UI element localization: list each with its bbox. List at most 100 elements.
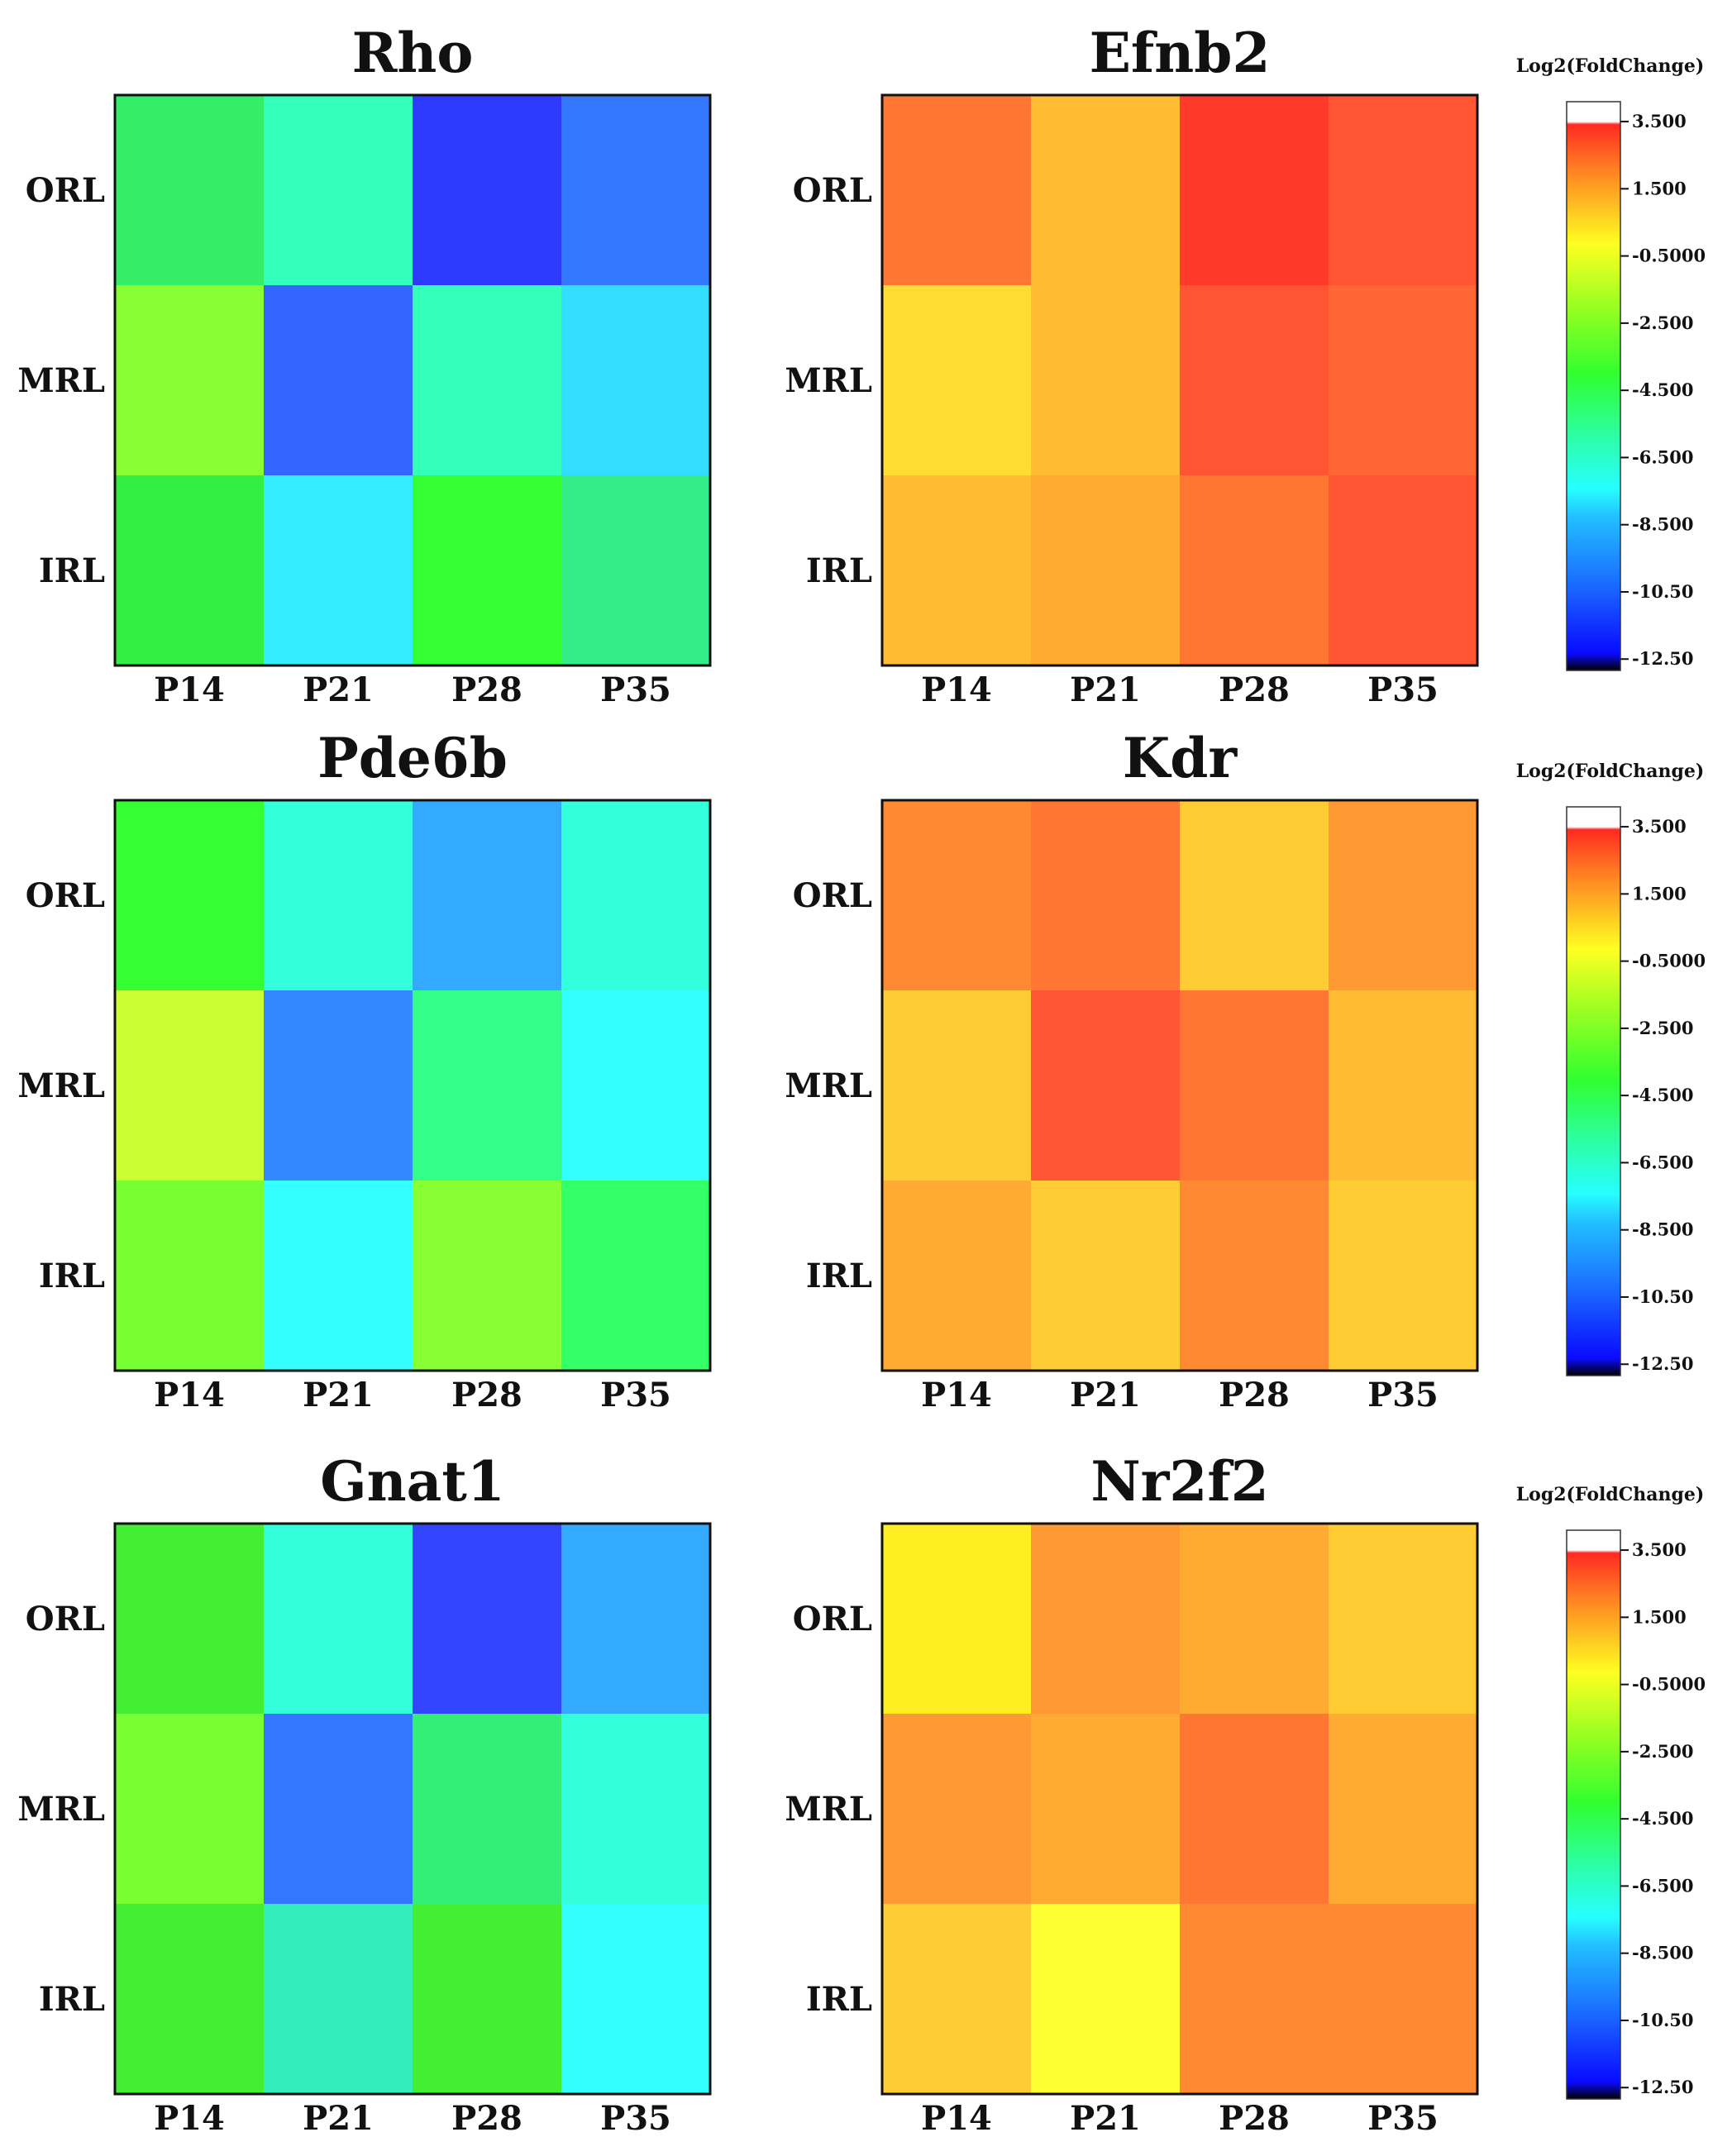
heatmap-cell-mrl-p28: Pde6b MRL P28: -6.4	[413, 990, 561, 1181]
colorbar-tick-label: -10.50	[1632, 1286, 1693, 1307]
heatmap-cell-orl-p28: Nr2f2 ORL P28: 0.9	[1180, 1524, 1329, 1714]
y-tick-label-irl: IRL	[806, 1980, 872, 2019]
x-tick-label-p35: P35	[1367, 670, 1439, 709]
heatmap-cell-mrl-p21: Efnb2 MRL P21: 0.6	[1031, 285, 1180, 475]
colorbar-tick-label: -2.500	[1632, 312, 1693, 333]
heatmap-cell-orl-p21: Efnb2 ORL P21: 0.5	[1031, 95, 1180, 285]
heatmap-cell-orl-p14: Rho ORL P14: -4.9	[115, 95, 264, 285]
heatmap-cell-irl-p14: Gnat1 IRL P14: -4	[115, 1904, 264, 2094]
y-tick-label-irl: IRL	[39, 551, 105, 590]
heatmap-cell-orl-p21: Pde6b ORL P21: -7.3	[264, 800, 413, 990]
heatmap-cell-orl-p28: Kdr ORL P28: 0.2	[1180, 800, 1329, 990]
heatmap-cell-orl-p35: Nr2f2 ORL P35: 0.3	[1329, 1524, 1477, 1714]
heatmap-panel-nr2f2: Nr2f2 Nr2f2 ORL P14: -0.8Nr2f2 ORL P21: 1…	[785, 1449, 1479, 2138]
y-tick-label-mrl: MRL	[17, 1790, 105, 1829]
heatmap-cell-mrl-p14: Kdr MRL P14: 0.2	[882, 990, 1031, 1181]
heatmap-cell-irl-p28: Nr2f2 IRL P28: 1.4	[1180, 1904, 1329, 2094]
heatmap-cell-mrl-p35: Gnat1 MRL P35: -7.4	[561, 1714, 710, 1904]
heatmap-cell-orl-p14: Gnat1 ORL P14: -4.2	[115, 1524, 264, 1714]
heatmap-cell-irl-p21: Rho IRL P21: -8.6	[264, 475, 413, 665]
heatmap-cell-irl-p21: Gnat1 IRL P21: -6.8	[264, 1904, 413, 2094]
x-tick-label-p21: P21	[303, 1376, 374, 1414]
colorbar-title: Log2(FoldChange)	[1516, 55, 1705, 77]
x-tick-label-p21: P21	[1070, 1376, 1141, 1414]
colorbar-tick-label: -0.5000	[1632, 1674, 1706, 1695]
heatmap-panel-kdr: KdrKdr ORL P14: 1.4Kdr ORL P21: 1.6Kdr O…	[785, 726, 1479, 1414]
heatmap-cell-mrl-p14: Nr2f2 MRL P14: 1	[882, 1714, 1031, 1904]
plot-frame	[113, 1522, 712, 2096]
x-tick-label-p21: P21	[303, 670, 374, 709]
heatmap-cell-irl-p35: Pde6b IRL P35: -5.6	[561, 1181, 710, 1371]
heatmap-cell-irl-p35: Gnat1 IRL P35: -8.4	[561, 1904, 710, 2094]
y-tick-label-orl: ORL	[793, 876, 872, 915]
colorbar-tick-label: -2.500	[1632, 1741, 1693, 1762]
chart-title: Nr2f2	[1090, 1449, 1268, 1514]
heatmap-cell-orl-p28: Rho ORL P28: -11.6	[413, 95, 561, 285]
heatmap-cell-irl-p28: Kdr IRL P28: 1.3	[1180, 1181, 1329, 1371]
x-tick-label-p21: P21	[303, 2099, 374, 2138]
heatmap-cell-irl-p35: Rho IRL P35: -5.9	[561, 475, 710, 665]
colorbar-tick-label: -2.500	[1632, 1018, 1693, 1038]
plot-frame	[880, 93, 1479, 667]
x-tick-label-p14: P14	[921, 2099, 992, 2138]
y-tick-label-mrl: MRL	[17, 1066, 105, 1105]
heatmap-cell-orl-p28: Efnb2 ORL P28: 3	[1180, 95, 1329, 285]
x-tick-label-p28: P28	[1219, 1376, 1290, 1414]
plot-frame	[880, 1522, 1479, 2096]
heatmap-cell-mrl-p21: Gnat1 MRL P21: -10.2	[264, 1714, 413, 1904]
y-tick-label-irl: IRL	[806, 551, 872, 590]
y-tick-label-orl: ORL	[793, 1600, 872, 1638]
heatmap-cell-mrl-p28: Rho MRL P28: -6.9	[413, 285, 561, 475]
x-tick-label-p14: P14	[154, 670, 225, 709]
heatmap-cell-irl-p35: Efnb2 IRL P35: 2.6	[1329, 475, 1477, 665]
heatmap-cell-mrl-p14: Gnat1 MRL P14: -3.4	[115, 1714, 264, 1904]
heatmap-cell-orl-p14: Kdr ORL P14: 1.4	[882, 800, 1031, 990]
y-tick-label-mrl: MRL	[785, 361, 872, 400]
colorbar-tick-label: -6.500	[1632, 1152, 1693, 1172]
heatmap-cell-irl-p28: Gnat1 IRL P28: -4.1	[413, 1904, 561, 2094]
x-tick-label-p14: P14	[154, 1376, 225, 1414]
heatmap-cell-orl-p35: Gnat1 ORL P35: -9.4	[561, 1524, 710, 1714]
x-tick-label-p35: P35	[1367, 2099, 1439, 2138]
colorbar-gradient	[1566, 806, 1621, 1376]
plot-frame	[880, 799, 1479, 1372]
heatmap-panel-rho: RhoRho ORL P14: -4.9Rho ORL P21: -7Rho O…	[17, 21, 712, 709]
heatmap-cell-irl-p21: Pde6b IRL P21: -8.5	[264, 1181, 413, 1371]
heatmap-panel-pde6b: Pde6b Pde6b ORL P14: -4.3Pde6b ORL P21: -…	[17, 726, 712, 1414]
colorbar-title: Log2(FoldChange)	[1516, 1484, 1705, 1505]
heatmap-cell-mrl-p28: Nr2f2 MRL P28: 1.6	[1180, 1714, 1329, 1904]
heatmap-cell-mrl-p14: Efnb2 MRL P14: -0.5	[882, 285, 1031, 475]
heatmap-cell-mrl-p14: Pde6b MRL P14: -1.9	[115, 990, 264, 1181]
colorbar-tick-label: -0.5000	[1632, 951, 1706, 971]
y-tick-label-orl: ORL	[26, 171, 105, 210]
colorbar-tick-label: -12.50	[1632, 1353, 1693, 1374]
heatmap-cell-orl-p14: Efnb2 ORL P14: 1.6	[882, 95, 1031, 285]
heatmap-cell-orl-p21: Rho ORL P21: -7	[264, 95, 413, 285]
heatmap-cell-orl-p28: Pde6b ORL P28: -9.4	[413, 800, 561, 990]
heatmap-cell-mrl-p14: Rho MRL P14: -3.3	[115, 285, 264, 475]
y-tick-label-mrl: MRL	[785, 1790, 872, 1829]
colorbar-tick-label: 3.500	[1632, 111, 1687, 131]
colorbar-tick-label: 3.500	[1632, 1539, 1687, 1560]
y-tick-label-mrl: MRL	[785, 1066, 872, 1105]
x-tick-label-p28: P28	[1219, 2099, 1290, 2138]
heatmap-cell-orl-p28: Gnat1 ORL P28: -11.3	[413, 1524, 561, 1714]
colorbar: Log2(FoldChange) 3.500 1.500 -0.5000 -2.500 -…	[1516, 761, 1706, 1376]
x-tick-label-p14: P14	[921, 670, 992, 709]
heatmap-cell-irl-p14: Rho IRL P14: -4.3	[115, 475, 264, 665]
heatmap-cell-irl-p14: Kdr IRL P14: 0.6	[882, 1181, 1031, 1371]
panels: RhoRho ORL P14: -4.9Rho ORL P21: -7Rho O…	[17, 21, 1479, 2138]
colorbar-tick-label: -8.500	[1632, 1943, 1693, 1963]
y-tick-label-irl: IRL	[39, 1980, 105, 2019]
colorbar-tick-label: 1.500	[1632, 1606, 1687, 1627]
heatmap-cell-irl-p21: Nr2f2 IRL P21: -0.9	[1031, 1904, 1180, 2094]
heatmap-cell-irl-p14: Nr2f2 IRL P14: 0.2	[882, 1904, 1031, 2094]
heatmap-cell-orl-p35: Rho ORL P35: -10	[561, 95, 710, 285]
heatmap-cell-orl-p21: Nr2f2 ORL P21: 1.1	[1031, 1524, 1180, 1714]
heatmap-cell-irl-p21: Kdr IRL P21: 0	[1031, 1181, 1180, 1371]
colorbar-tick-label: -8.500	[1632, 514, 1693, 535]
heatmap-cell-irl-p28: Rho IRL P28: -4	[413, 475, 561, 665]
heatmap-cell-mrl-p21: Kdr MRL P21: 2.6	[1031, 990, 1180, 1181]
heatmap-panel-efnb2: Efnb2 Efnb2 ORL P14: 1.6Efnb2 ORL P21: 0.…	[785, 21, 1479, 709]
heatmap-cell-irl-p14: Pde6b IRL P14: -3.2	[115, 1181, 264, 1371]
